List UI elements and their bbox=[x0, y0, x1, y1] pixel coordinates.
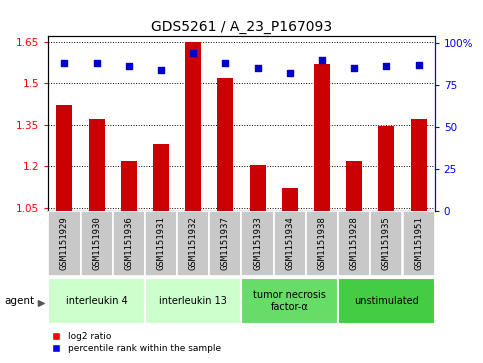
Point bbox=[157, 67, 165, 73]
Bar bbox=[314, 64, 330, 211]
Bar bbox=[48, 211, 81, 276]
Text: unstimulated: unstimulated bbox=[354, 296, 419, 306]
Bar bbox=[121, 161, 137, 211]
Point bbox=[350, 65, 358, 71]
Point bbox=[60, 60, 68, 66]
Bar bbox=[402, 211, 435, 276]
Bar bbox=[145, 278, 242, 324]
Text: GSM1151935: GSM1151935 bbox=[382, 216, 391, 270]
Bar bbox=[113, 211, 145, 276]
Bar bbox=[378, 126, 395, 211]
Bar bbox=[217, 78, 233, 211]
Point bbox=[222, 60, 229, 66]
Text: interleukin 4: interleukin 4 bbox=[66, 296, 128, 306]
Bar bbox=[209, 211, 242, 276]
Bar bbox=[242, 211, 274, 276]
Text: GSM1151928: GSM1151928 bbox=[350, 216, 359, 270]
Bar bbox=[306, 211, 338, 276]
Text: interleukin 13: interleukin 13 bbox=[159, 296, 227, 306]
Bar bbox=[282, 188, 298, 211]
Text: GSM1151931: GSM1151931 bbox=[156, 216, 166, 270]
Bar bbox=[48, 278, 145, 324]
Text: GSM1151933: GSM1151933 bbox=[253, 216, 262, 270]
Text: GSM1151937: GSM1151937 bbox=[221, 216, 230, 270]
Bar bbox=[338, 211, 370, 276]
Bar bbox=[57, 105, 72, 211]
Bar bbox=[250, 165, 266, 211]
Point bbox=[383, 64, 390, 69]
Text: GSM1151936: GSM1151936 bbox=[124, 216, 133, 270]
Bar bbox=[145, 211, 177, 276]
Legend: log2 ratio, percentile rank within the sample: log2 ratio, percentile rank within the s… bbox=[43, 329, 225, 357]
Point bbox=[318, 57, 326, 63]
Text: GSM1151929: GSM1151929 bbox=[60, 216, 69, 270]
Point bbox=[415, 62, 423, 68]
Bar bbox=[81, 211, 113, 276]
Bar bbox=[242, 278, 338, 324]
Bar bbox=[177, 211, 209, 276]
Bar bbox=[370, 211, 402, 276]
Text: agent: agent bbox=[5, 296, 35, 306]
Point bbox=[189, 50, 197, 56]
Bar bbox=[411, 119, 426, 211]
Text: GSM1151932: GSM1151932 bbox=[189, 216, 198, 270]
Bar bbox=[153, 144, 169, 211]
Bar bbox=[346, 161, 362, 211]
Text: tumor necrosis
factor-α: tumor necrosis factor-α bbox=[254, 290, 326, 312]
Bar bbox=[185, 42, 201, 211]
Point bbox=[125, 64, 133, 69]
Title: GDS5261 / A_23_P167093: GDS5261 / A_23_P167093 bbox=[151, 20, 332, 34]
Text: GSM1151934: GSM1151934 bbox=[285, 216, 294, 270]
Point bbox=[286, 70, 294, 76]
Text: GSM1151938: GSM1151938 bbox=[317, 216, 327, 270]
Text: GSM1151930: GSM1151930 bbox=[92, 216, 101, 270]
Point bbox=[93, 60, 100, 66]
Bar bbox=[274, 211, 306, 276]
Bar bbox=[88, 119, 105, 211]
Text: GSM1151951: GSM1151951 bbox=[414, 216, 423, 270]
Point bbox=[254, 65, 261, 71]
Bar bbox=[338, 278, 435, 324]
